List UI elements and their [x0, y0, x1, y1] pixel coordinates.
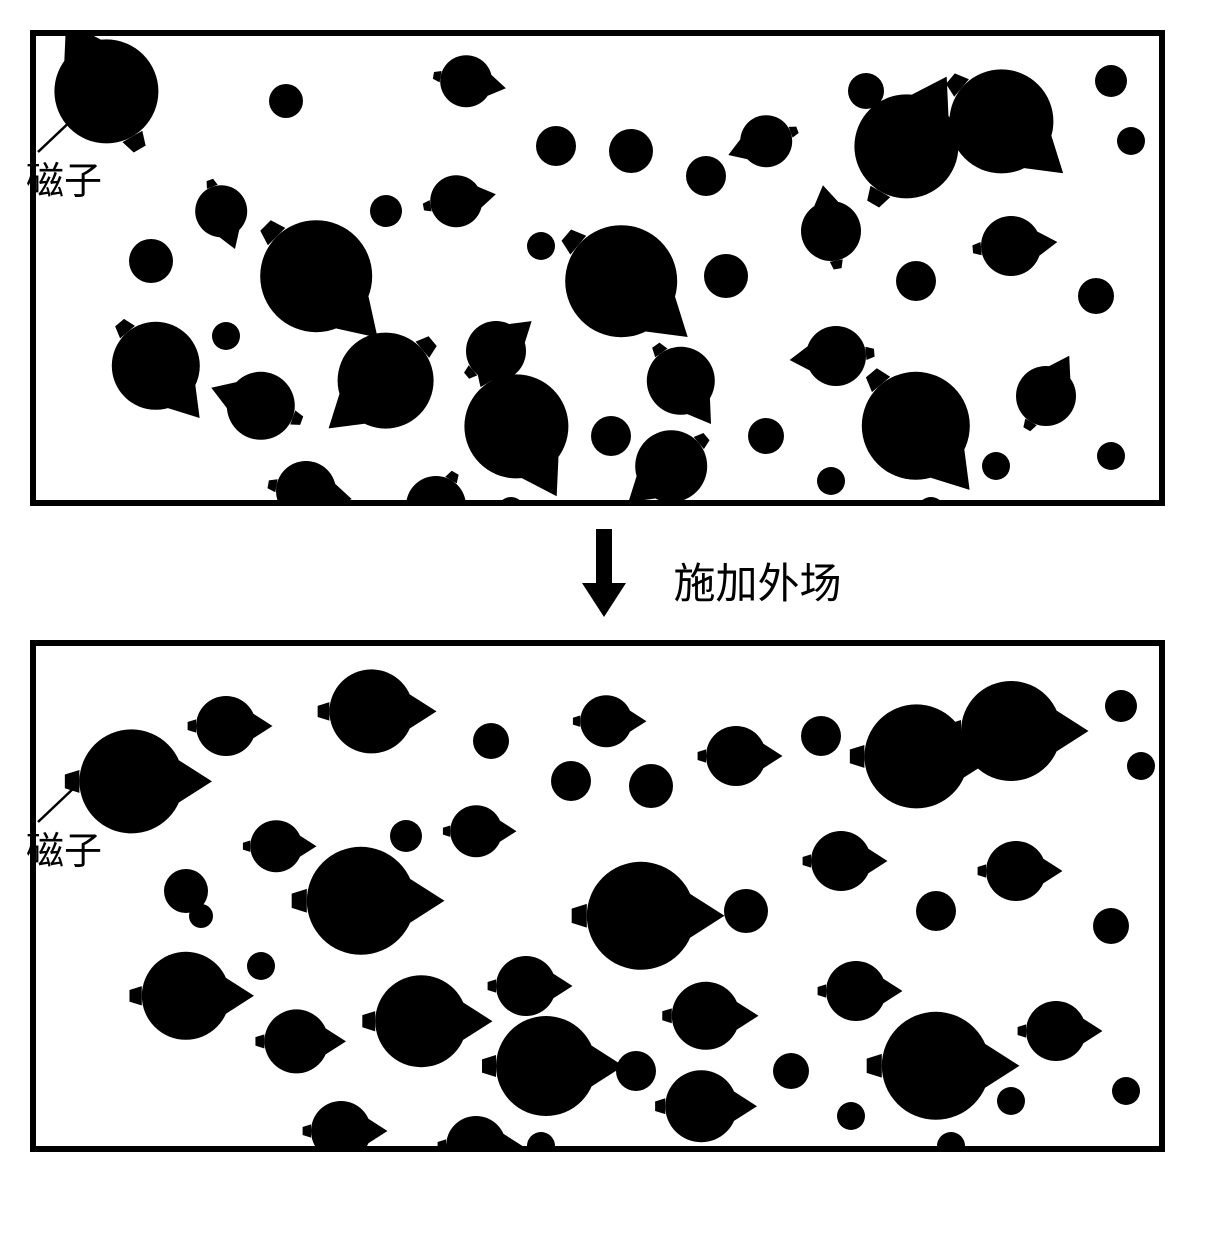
magnon-particle-icon — [610, 405, 732, 500]
magnon-particle-icon — [111, 921, 261, 1071]
magnon-label-top: 磁子 — [32, 112, 102, 205]
particle-dot — [801, 716, 841, 756]
magnon-particle-icon — [780, 180, 882, 282]
magnon-particle-icon — [790, 810, 892, 912]
magnon-particle-icon — [425, 1095, 527, 1146]
particle-dot — [591, 416, 631, 456]
particle-dot — [473, 723, 509, 759]
particle-dot — [616, 1051, 656, 1091]
apply-field-label: 施加外场 — [674, 550, 842, 611]
panel-after-field: 磁子 — [30, 640, 1165, 1152]
particle-dot — [370, 195, 402, 227]
particle-dot — [212, 322, 240, 350]
particle-dot — [189, 904, 213, 928]
particle-dot — [1105, 690, 1137, 722]
particle-dot — [704, 254, 748, 298]
magnon-particle-icon — [432, 787, 520, 875]
particle-dot — [916, 891, 956, 931]
particle-dot — [1078, 278, 1114, 314]
magnon-particle-icon — [722, 97, 810, 185]
panel-before-field: 磁子 — [30, 30, 1165, 506]
magnon-particle-icon — [913, 36, 1090, 209]
particle-dot — [1112, 1077, 1140, 1105]
transition-row: 施加外场 — [30, 536, 1177, 616]
magnon-particle-icon — [385, 455, 487, 500]
particle-dot — [129, 239, 173, 283]
magnon-label-bottom: 磁子 — [32, 782, 102, 875]
apply-field-arrow-icon — [580, 529, 628, 624]
magnon-particle-icon — [412, 157, 500, 245]
particle-dot — [997, 1087, 1025, 1115]
particle-dot — [609, 129, 653, 173]
magnon-particle-icon — [1005, 980, 1107, 1082]
magnon-particle-icon — [995, 345, 1097, 447]
magnon-particle-icon — [960, 195, 1062, 297]
particle-dot — [896, 261, 936, 301]
panel-before-inner — [36, 36, 1159, 500]
magnon-particle-icon — [844, 974, 1028, 1146]
particle-dot — [551, 761, 591, 801]
panel-after-inner — [36, 646, 1159, 1146]
particle-dot — [837, 1102, 865, 1130]
particle-dot — [1127, 752, 1155, 780]
magnon-particle-icon — [422, 37, 510, 125]
magnon-particle-icon — [926, 646, 1096, 816]
particle-dot — [1117, 127, 1145, 155]
figure-container: 磁子 施加外场 — [30, 30, 1177, 1152]
particle-dot — [247, 952, 275, 980]
particle-dot — [536, 126, 576, 166]
magnon-particle-icon — [255, 440, 357, 500]
magnon-particle-icon — [290, 1080, 392, 1146]
particle-dot — [1097, 442, 1125, 470]
magnon-particle-icon — [562, 677, 650, 765]
magnon-particle-icon — [640, 1045, 762, 1146]
particle-dot — [269, 84, 303, 118]
particle-dot — [390, 820, 422, 852]
particle-dot — [724, 889, 768, 933]
particle-dot — [629, 764, 673, 808]
particle-dot — [773, 1053, 809, 1089]
particle-dot — [817, 467, 845, 495]
magnon-label-text: 磁子 — [26, 820, 102, 875]
particle-dot — [1095, 65, 1127, 97]
particle-dot — [748, 418, 784, 454]
particle-dot — [848, 73, 884, 109]
magnon-label-text: 磁子 — [26, 150, 102, 205]
magnon-particle-icon — [685, 705, 787, 807]
particle-dot — [527, 232, 555, 260]
magnon-particle-icon — [300, 646, 443, 782]
magnon-particle-icon — [965, 820, 1067, 922]
particle-dot — [982, 452, 1010, 480]
particle-dot — [686, 156, 726, 196]
magnon-particle-icon — [824, 334, 1008, 500]
particle-dot — [1093, 908, 1129, 944]
